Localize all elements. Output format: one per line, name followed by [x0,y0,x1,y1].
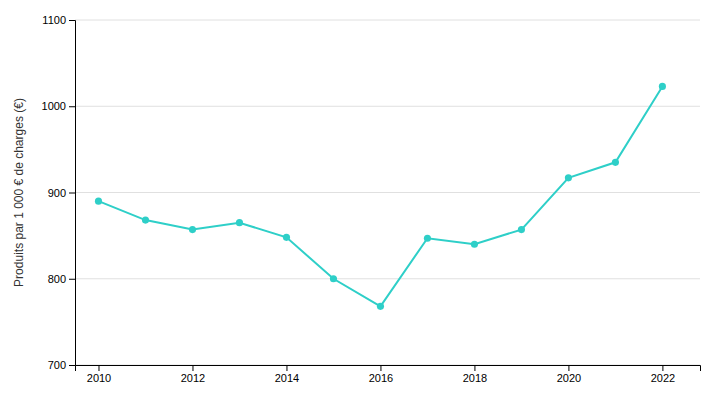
x-tick-label: 2022 [651,372,675,384]
chart-container: 2010 2012 2014 2016 2018 2020 2022 700 800 900 100… [0,0,725,400]
y-tick-label: 1100 [42,14,66,26]
x-tick: 2022 [651,365,675,384]
y-tick-label: 800 [48,273,66,285]
grid [75,20,700,365]
point [283,234,290,241]
y-tick-mark [69,279,75,280]
x-tick: 2016 [369,365,393,384]
x-tick-label: 2010 [87,372,111,384]
x-tick: 2018 [463,365,487,384]
x-tick-mark [192,365,193,371]
y-tick: 700 [48,359,75,371]
y-tick-label: 700 [48,359,66,371]
grid-line [75,278,700,279]
y-tick: 900 [48,187,75,199]
point [236,219,243,226]
y-axis-line [69,21,76,366]
grid-line [75,20,700,21]
point [612,159,619,166]
y-tick-label: 1000 [42,100,66,112]
x-tick: 2010 [87,365,111,384]
point [377,303,384,310]
point [330,275,337,282]
x-axis: 2010 2012 2014 2016 2018 2020 2022 [76,365,701,384]
x-tick: 2020 [557,365,581,384]
grid-line [75,192,700,193]
point [518,226,525,233]
line [98,86,662,306]
x-tick-mark [98,365,99,371]
y-axis-title: Produits par 1 000 € de charges (€) [12,98,26,287]
point [659,83,666,90]
y-tick-label: 900 [48,187,66,199]
y-tick: 1000 [42,100,75,112]
point [565,174,572,181]
x-tick-label: 2012 [181,372,205,384]
x-tick: 2012 [181,365,205,384]
x-tick-mark [380,365,381,371]
y-tick: 800 [48,273,75,285]
y-tick: 1100 [42,14,75,26]
y-tick-mark [69,193,75,194]
x-tick-label: 2020 [557,372,581,384]
point [471,241,478,248]
point [95,198,102,205]
x-tick-mark [662,365,663,371]
x-tick-label: 2016 [369,372,393,384]
y-tick-mark [69,365,75,366]
point [189,226,196,233]
chart-svg: 2010 2012 2014 2016 2018 2020 2022 700 800 900 100… [0,0,725,400]
x-tick-mark [286,365,287,371]
x-tick-label: 2018 [463,372,487,384]
y-axis: 700 800 900 1000 1100 [42,14,76,371]
grid-line [75,106,700,107]
point [142,217,149,224]
x-axis-line [76,366,701,372]
plot-area [95,83,666,310]
x-tick-mark [568,365,569,371]
y-tick-mark [69,20,75,21]
x-tick: 2014 [275,365,299,384]
x-tick-mark [474,365,475,371]
point [424,235,431,242]
x-tick-label: 2014 [275,372,299,384]
y-tick-mark [69,106,75,107]
